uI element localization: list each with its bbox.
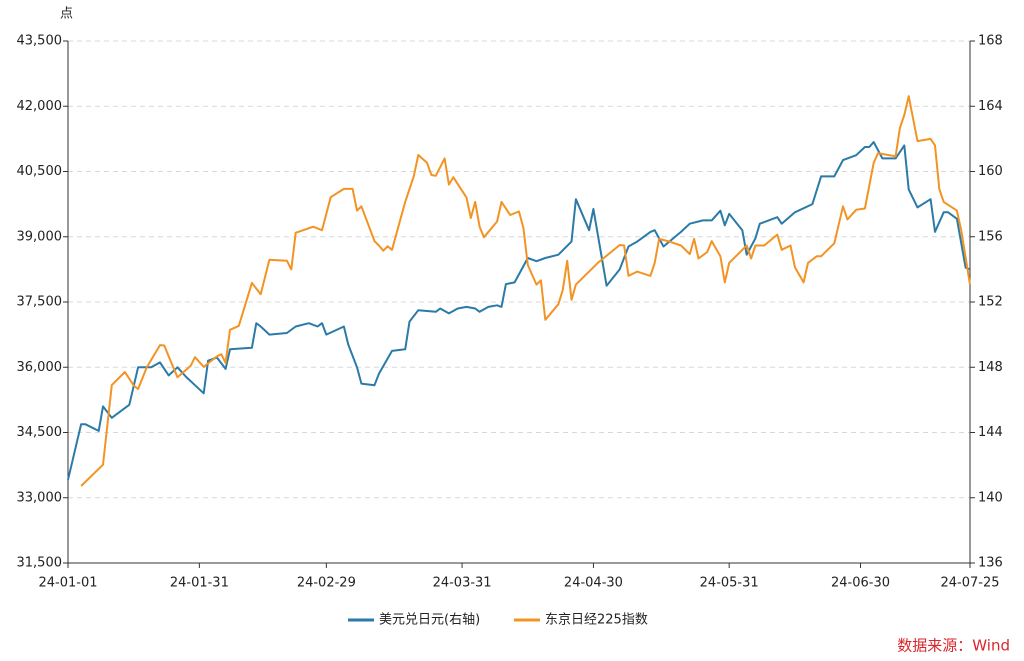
y-tick-label: 37,500 <box>17 295 63 310</box>
y-unit-label: 点 <box>60 7 73 22</box>
legend-label: 美元兑日元(右轴) <box>379 613 480 628</box>
y2-tick-label: 136 <box>978 556 1003 571</box>
y2-tick-label: 156 <box>978 229 1003 244</box>
series-line <box>67 141 971 481</box>
y-tick-label: 42,000 <box>17 99 63 114</box>
y2-tick-label: 168 <box>978 34 1003 49</box>
x-tick-label: 24-03-31 <box>433 576 492 591</box>
y-tick-label: 31,500 <box>17 556 63 571</box>
y-tick-label: 40,500 <box>17 164 63 179</box>
y-tick-label: 36,000 <box>17 360 63 375</box>
y2-tick-label: 164 <box>978 99 1003 114</box>
y2-tick-label: 160 <box>978 164 1003 179</box>
y2-tick-label: 144 <box>978 425 1003 440</box>
source-note: 数据来源：Wind <box>897 637 1010 655</box>
x-tick-label: 24-02-29 <box>297 576 356 591</box>
y-tick-label: 43,500 <box>17 34 63 49</box>
x-tick-label: 24-01-01 <box>38 576 97 591</box>
x-tick-label: 24-05-31 <box>700 576 759 591</box>
y-tick-label: 39,000 <box>17 229 63 244</box>
y2-tick-label: 140 <box>978 490 1003 505</box>
x-tick-label: 24-01-31 <box>170 576 229 591</box>
x-tick-label: 24-07-25 <box>940 576 999 591</box>
y-tick-label: 34,500 <box>17 425 63 440</box>
x-tick-label: 24-06-30 <box>831 576 890 591</box>
y2-tick-label: 152 <box>978 295 1003 310</box>
x-tick-label: 24-04-30 <box>564 576 623 591</box>
legend-label: 东京日经225指数 <box>545 613 648 628</box>
series-line <box>80 95 971 487</box>
y-tick-label: 33,000 <box>17 490 63 505</box>
y2-tick-label: 148 <box>978 360 1003 375</box>
